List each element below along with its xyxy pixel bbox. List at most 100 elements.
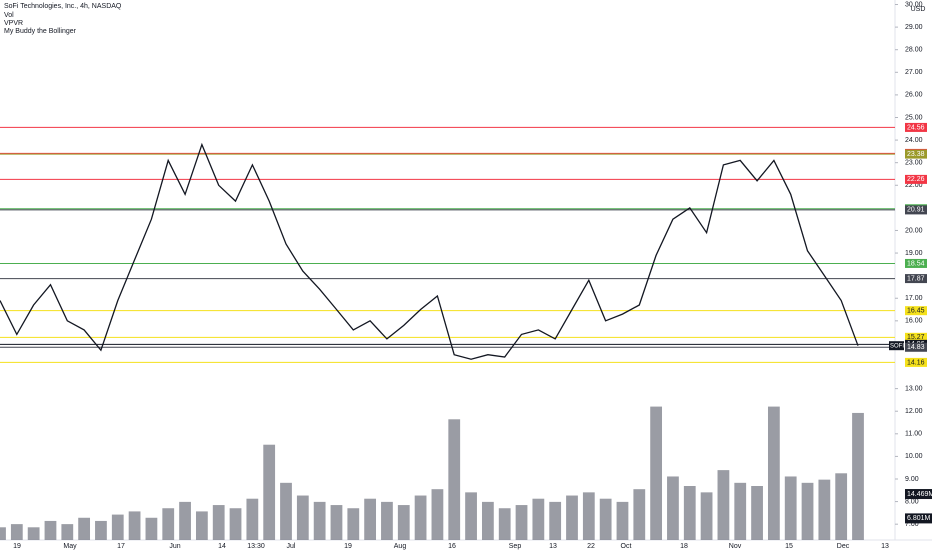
volume-bar: [818, 479, 831, 540]
volume-bar: [700, 492, 713, 540]
x-tick-label: Oct: [621, 543, 632, 550]
x-tick-label: 22: [587, 543, 595, 550]
volume-bar: [195, 511, 208, 540]
volume-bar: [128, 511, 141, 540]
level-label-box: [905, 122, 927, 132]
volume-bar: [734, 482, 747, 540]
level-label: 23.38: [907, 151, 925, 158]
level-label-box: [905, 258, 927, 268]
x-tick-label: Aug: [394, 543, 407, 550]
y-tick-label: 12.00: [905, 408, 923, 415]
y-tick-label: 13.00: [905, 385, 923, 392]
volume-bar: [767, 406, 780, 540]
y-tick-label: 17.00: [905, 295, 923, 302]
y-tick-label: 27.00: [905, 69, 923, 76]
volume-bar: [465, 492, 477, 540]
x-tick-label: 14: [218, 543, 226, 550]
x-tick-label: 15: [785, 543, 793, 550]
volume-bar: [650, 406, 663, 540]
y-tick-label: 20.00: [905, 227, 923, 234]
y-tick-label: 24.00: [905, 137, 923, 144]
level-label-box: [905, 205, 927, 215]
x-tick-label: 16: [448, 543, 456, 550]
y-tick-label: 7.00: [905, 521, 919, 528]
y-tick-label: 11.00: [905, 431, 922, 438]
volume-bar: [263, 444, 276, 540]
volume-bar: [296, 495, 309, 540]
volume-bar: [212, 505, 225, 540]
volume-bar: [347, 508, 360, 540]
x-tick-label: 19: [344, 543, 352, 550]
x-tick-label: 13:30: [247, 543, 265, 550]
y-tick-label: 25.00: [905, 114, 923, 121]
volume-bar: [330, 505, 343, 540]
legend-line: Vol: [4, 12, 14, 19]
volume-bar: [498, 508, 511, 540]
volume-bar: [852, 412, 864, 540]
y-tick-label: 30.00: [905, 1, 923, 8]
currency: USD: [911, 6, 926, 13]
x-tick-label: Sep: [509, 543, 522, 550]
volume-bar: [481, 501, 494, 540]
volume-bar: [95, 520, 107, 540]
volume-bar: [801, 482, 814, 540]
volume-bar: [683, 486, 696, 540]
volume-bar: [280, 482, 292, 540]
level-label: 14.83: [907, 344, 925, 351]
volume-bar: [313, 501, 326, 540]
level-label-box: [905, 174, 927, 184]
level-label: 18.54: [907, 260, 925, 267]
y-tick-label: 29.00: [905, 24, 923, 31]
level-label: 22.26: [907, 176, 925, 183]
level-label: 16.45: [907, 308, 925, 315]
volume-bar: [532, 498, 545, 540]
level-label-box: [905, 332, 927, 342]
volume-bar: [784, 476, 797, 540]
volume-label-box: [905, 489, 932, 500]
volume-bar: [549, 501, 562, 540]
volume-bar: [10, 524, 23, 540]
volume-label: 6.801M: [907, 515, 931, 522]
level-label-box: [905, 357, 927, 367]
y-tick-label: 26.00: [905, 92, 923, 99]
y-tick-label: 23.00: [905, 160, 923, 167]
volume-bar: [633, 489, 646, 540]
y-tick-label: 19.00: [905, 250, 923, 257]
volume-bar: [616, 501, 629, 540]
y-tick-label: 10.00: [905, 453, 923, 460]
volume-bar: [397, 505, 410, 540]
volume-bar: [364, 498, 377, 540]
symbol-box: [889, 341, 904, 351]
level-label: 14.16: [907, 359, 925, 366]
volume-bar: [582, 492, 595, 540]
volume-bar: [229, 508, 242, 540]
volume-bar: [0, 527, 6, 540]
volume-bar: [599, 498, 612, 540]
level-label: 15.27: [907, 334, 925, 341]
x-tick-label: Jul: [287, 543, 296, 550]
volume-label: 14.469M: [907, 491, 932, 498]
volume-bar: [145, 517, 158, 540]
level-label: 20.91: [907, 207, 925, 214]
y-tick-label: 16.00: [905, 318, 923, 325]
volume-bar: [44, 520, 57, 540]
x-tick-label: Dec: [837, 543, 850, 550]
level-label: 17.87: [907, 275, 925, 282]
volume-bar: [431, 489, 444, 540]
legend-line: My Buddy the Bollinger: [4, 28, 77, 35]
x-tick-label: Jun: [169, 543, 180, 550]
volume-bar: [381, 501, 393, 540]
level-label-box: [905, 149, 927, 159]
y-tick-label: 8.00: [905, 498, 919, 505]
level-label-box: [905, 274, 927, 284]
volume-bar: [835, 473, 848, 540]
volume-bar: [61, 524, 74, 540]
volume-bar: [246, 498, 259, 540]
volume-bar: [751, 486, 763, 540]
level-label-box: [905, 306, 927, 316]
x-tick-label: 13: [549, 543, 557, 550]
volume-bar: [414, 495, 427, 540]
x-tick-label: 19: [13, 543, 21, 550]
